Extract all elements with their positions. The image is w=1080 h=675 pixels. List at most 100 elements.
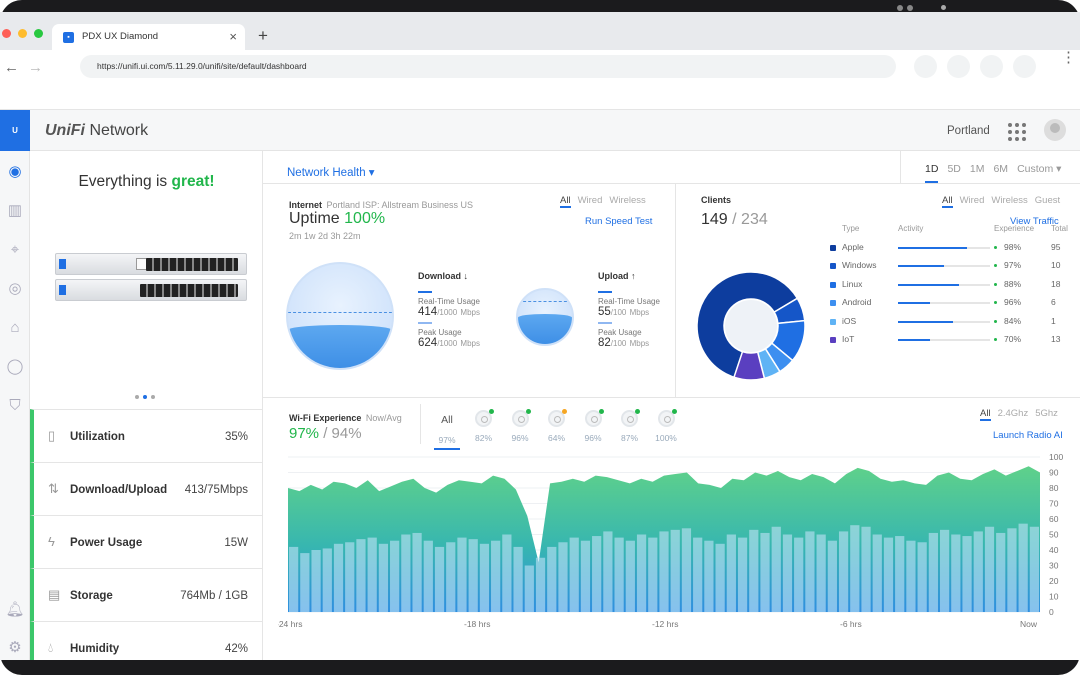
range-tab-custom[interactable]: Custom ▾ bbox=[1017, 163, 1062, 175]
usage-bar bbox=[984, 526, 995, 612]
clients-icon[interactable]: ⌂ bbox=[10, 319, 20, 336]
client-row-android[interactable]: Android 96% 6 bbox=[830, 294, 1080, 312]
band-filter-all[interactable]: All bbox=[980, 408, 991, 421]
extension-button[interactable] bbox=[914, 55, 937, 78]
usage-bar bbox=[816, 534, 826, 612]
usage-bar bbox=[760, 532, 770, 612]
notifications-icon[interactable]: 🔔︎ bbox=[5, 601, 25, 618]
unifi-app: U ◉ ▥ ⌖ ◎ ⌂ ◯ ⛉ 🔔︎ ⚙ UniFi Network Portl… bbox=[0, 110, 1080, 660]
ap-pct: 96% bbox=[584, 433, 602, 443]
usage-bar bbox=[322, 548, 332, 612]
usage-bar bbox=[771, 526, 781, 612]
site-selector[interactable]: Portland bbox=[947, 125, 990, 137]
range-tab-6m[interactable]: 6M bbox=[993, 163, 1009, 175]
band-filter-24ghz[interactable]: 2.4Ghz bbox=[997, 408, 1029, 419]
browser-menu-icon[interactable]: ⋮ bbox=[1061, 49, 1076, 66]
usage-bar bbox=[636, 534, 647, 612]
insights-icon[interactable]: ◯ bbox=[6, 358, 24, 375]
metric-power-usage[interactable]: ϟ Power Usage 15W bbox=[30, 515, 263, 568]
client-row-windows[interactable]: Windows 97% 10 bbox=[830, 257, 1080, 275]
client-total: 10 bbox=[1051, 260, 1061, 271]
access-point-3[interactable]: 64% bbox=[544, 409, 570, 443]
range-tab-5d[interactable]: 5D bbox=[947, 163, 961, 175]
apps-grid-icon[interactable] bbox=[1008, 123, 1026, 141]
forward-arrow-icon[interactable]: → bbox=[28, 59, 43, 76]
extension-button[interactable] bbox=[980, 55, 1003, 78]
metric-utilization[interactable]: ▯ Utilization 35% bbox=[30, 409, 263, 462]
profile-button[interactable] bbox=[1013, 55, 1036, 78]
donut-slice-iot[interactable] bbox=[733, 350, 766, 381]
usage-bar bbox=[614, 537, 624, 612]
time-range-tabs: 1D 5D 1M 6M Custom ▾ bbox=[900, 151, 1080, 183]
maximize-window-button[interactable] bbox=[34, 29, 43, 38]
new-tab-button[interactable]: + bbox=[258, 26, 268, 45]
usage-bar bbox=[390, 540, 400, 612]
gateway-device-image bbox=[55, 253, 247, 305]
minimize-window-button[interactable] bbox=[18, 29, 27, 38]
client-type: Linux bbox=[842, 278, 863, 289]
clients-filter-all[interactable]: All bbox=[942, 195, 953, 208]
extension-button[interactable] bbox=[947, 55, 970, 78]
usage-bar bbox=[569, 537, 579, 612]
settings-icon[interactable]: ⚙ bbox=[8, 639, 22, 656]
carousel-pager[interactable] bbox=[135, 395, 155, 399]
clients-filter-wireless[interactable]: Wireless bbox=[991, 195, 1028, 206]
usage-bar bbox=[558, 542, 568, 612]
client-row-iot[interactable]: IoT 70% 13 bbox=[830, 331, 1080, 349]
devices-icon[interactable]: ◎ bbox=[8, 280, 22, 297]
internet-filter-wireless[interactable]: Wireless bbox=[609, 195, 646, 206]
address-bar[interactable]: https://unifi.ui.com/5.11.29.0/unifi/sit… bbox=[80, 55, 896, 78]
statistics-icon[interactable]: ▥ bbox=[7, 202, 23, 219]
donut-slice-apple[interactable] bbox=[696, 271, 799, 381]
close-window-button[interactable] bbox=[2, 29, 11, 38]
metric-value: 42% bbox=[224, 643, 248, 655]
security-icon[interactable]: ⛉ bbox=[9, 397, 21, 414]
access-point-1[interactable]: 82% bbox=[471, 409, 497, 443]
clients-donut-chart bbox=[696, 271, 806, 381]
run-speed-test-link[interactable]: Run Speed Test bbox=[585, 216, 653, 227]
network-health-dropdown[interactable]: Network Health ▾ bbox=[287, 167, 375, 179]
access-point-2[interactable]: 96% bbox=[507, 409, 533, 443]
range-tab-1m[interactable]: 1M bbox=[969, 163, 985, 175]
launch-radio-ai-link[interactable]: Launch Radio AI bbox=[993, 430, 1063, 441]
band-filter-5ghz[interactable]: 5Ghz bbox=[1035, 408, 1058, 419]
dashboard-icon[interactable]: ◉ bbox=[8, 163, 22, 180]
back-arrow-icon[interactable]: ← bbox=[4, 59, 19, 76]
status-dot-icon bbox=[994, 319, 997, 323]
ap-filter-all[interactable]: All 97% bbox=[434, 410, 460, 450]
band-filter: All 2.4Ghz 5Ghz bbox=[980, 408, 1058, 421]
client-row-linux[interactable]: Linux 88% 18 bbox=[830, 276, 1080, 294]
clients-filter-guest[interactable]: Guest bbox=[1034, 195, 1061, 206]
usage-bar bbox=[895, 536, 905, 612]
y-tick-label: 0 bbox=[1049, 607, 1054, 617]
metric-humidity[interactable]: 💧︎ Humidity 42% bbox=[30, 621, 263, 660]
view-traffic-link[interactable]: View Traffic bbox=[1010, 216, 1059, 227]
access-point-4[interactable]: 96% bbox=[580, 409, 606, 443]
internet-filter-all[interactable]: All bbox=[560, 195, 571, 208]
wifi-experience-value: 97% / 94% bbox=[289, 425, 362, 442]
unifi-logo[interactable]: U bbox=[0, 110, 30, 151]
client-row-ios[interactable]: iOS 84% 1 bbox=[830, 313, 1080, 331]
metric-download-upload[interactable]: ⇅ Download/Upload 413/75Mbps bbox=[30, 462, 263, 515]
client-row-apple[interactable]: Apple 98% 95 bbox=[830, 239, 1080, 257]
donut-hole bbox=[725, 300, 777, 352]
range-tab-1d[interactable]: 1D bbox=[925, 163, 939, 183]
usage-bar bbox=[457, 537, 467, 612]
status-headline: Everything is great! bbox=[78, 173, 215, 190]
legend-swatch bbox=[830, 300, 836, 307]
close-tab-icon[interactable]: × bbox=[229, 29, 237, 44]
access-point-icon bbox=[475, 409, 494, 427]
access-point-6[interactable]: 100% bbox=[653, 409, 679, 443]
browser-tab[interactable]: ▪ PDX UX Diamond × bbox=[52, 24, 245, 50]
metric-storage[interactable]: ▤ Storage 764Mb / 1GB bbox=[30, 568, 263, 621]
clients-filter-wired[interactable]: Wired bbox=[959, 195, 985, 206]
tab-bar: ▪ PDX UX Diamond × + bbox=[0, 12, 1080, 50]
x-tick-label: -18 hrs bbox=[464, 619, 490, 629]
access-point-5[interactable]: 87% bbox=[617, 409, 643, 443]
internet-filter-wired[interactable]: Wired bbox=[577, 195, 603, 206]
usage-bar bbox=[434, 546, 445, 612]
clients-table: Type Activity Experience Total Apple 98%… bbox=[830, 221, 1080, 349]
avatar[interactable] bbox=[1044, 119, 1066, 141]
usage-bar bbox=[805, 531, 815, 612]
map-icon[interactable]: ⌖ bbox=[10, 241, 20, 258]
